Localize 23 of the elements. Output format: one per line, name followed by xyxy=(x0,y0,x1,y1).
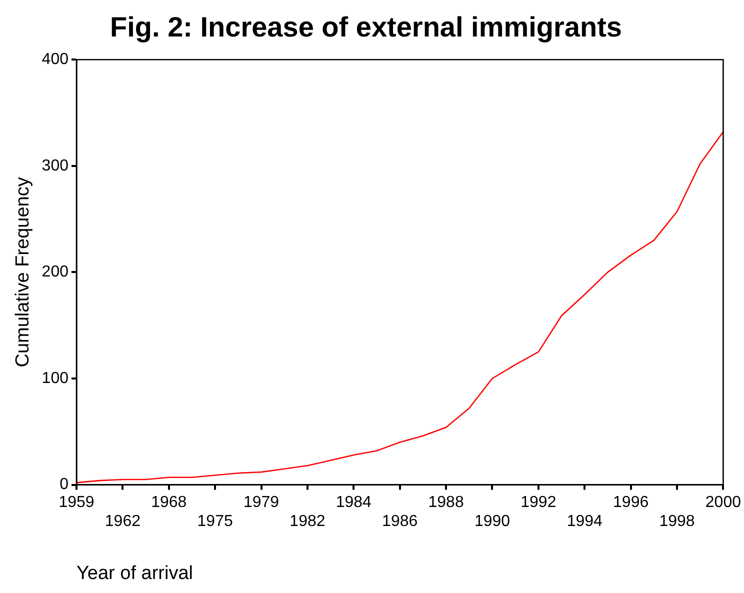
y-tick-label: 100 xyxy=(42,370,69,387)
x-tick-label: 1990 xyxy=(474,513,510,530)
x-tick-label: 1992 xyxy=(520,494,556,511)
chart-title: Fig. 2: Increase of external immigrants xyxy=(110,12,622,43)
x-tick-label: 2000 xyxy=(705,494,742,511)
y-axis-title: Cumulative Frequency xyxy=(12,176,34,368)
x-tick-label: 1998 xyxy=(659,513,695,530)
y-tick-label: 0 xyxy=(60,476,69,494)
x-tick-label: 1988 xyxy=(428,494,464,511)
x-tick-label: 1984 xyxy=(336,494,372,511)
y-tick-label: 200 xyxy=(42,264,69,281)
x-tick-label: 1975 xyxy=(197,513,233,530)
x-tick-label: 1994 xyxy=(566,513,603,530)
x-tick-label: 1968 xyxy=(151,494,187,511)
x-tick-label: 1959 xyxy=(58,494,94,511)
x-tick-label: 1979 xyxy=(243,494,280,511)
x-tick-label: 1996 xyxy=(613,494,649,511)
x-tick-label: 1982 xyxy=(290,513,326,530)
x-tick-label: 1962 xyxy=(104,513,141,530)
y-tick-label: 300 xyxy=(42,157,69,174)
x-axis-title: Year of arrival xyxy=(76,562,194,584)
x-tick-label: 1986 xyxy=(382,513,418,530)
y-tick-label: 400 xyxy=(42,51,69,68)
